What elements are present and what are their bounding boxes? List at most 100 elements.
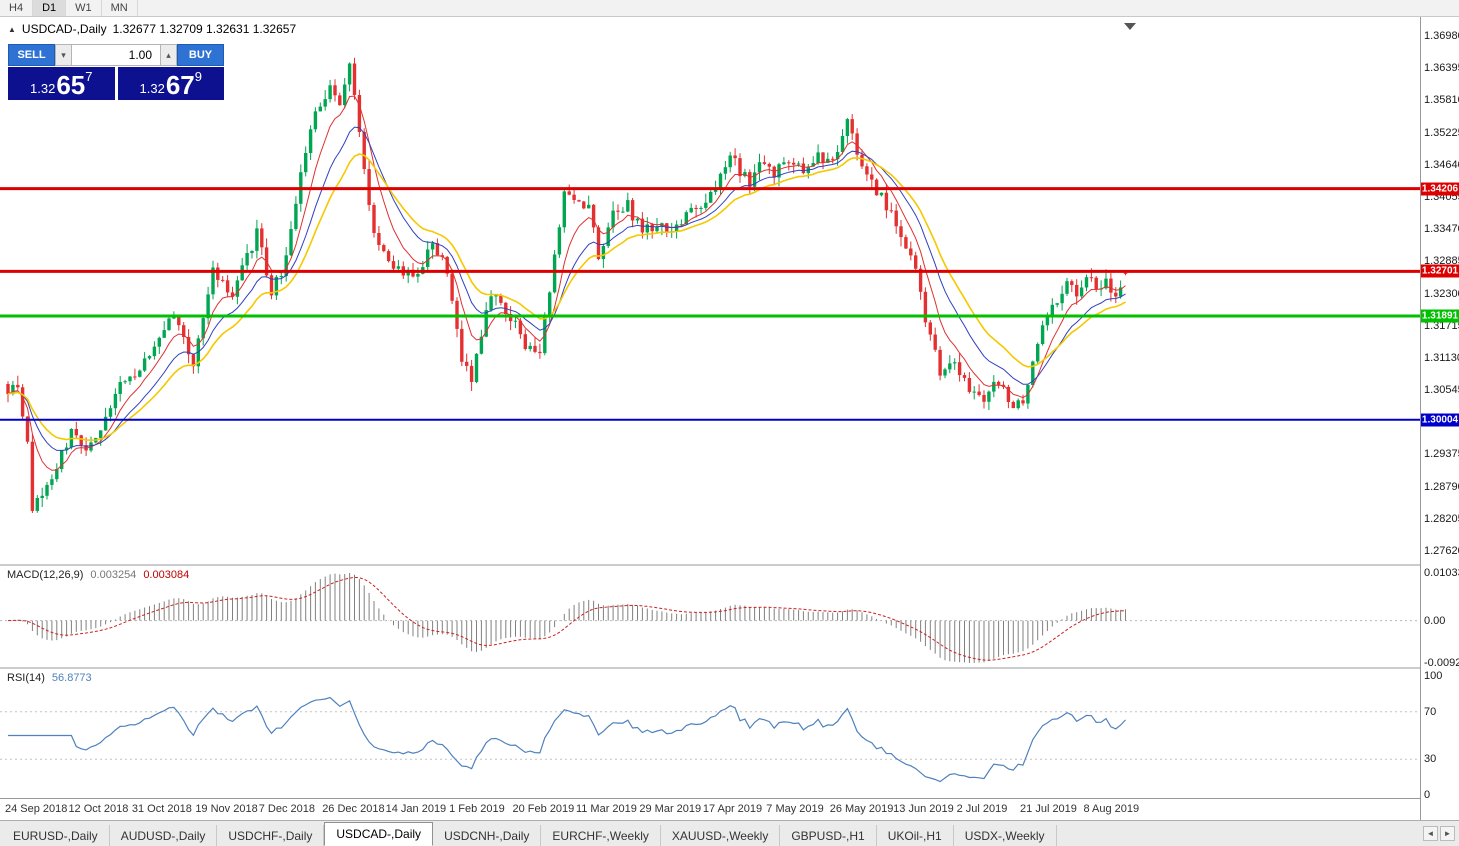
tab-scroll-left-button[interactable]: ◄: [1423, 826, 1438, 841]
rsi-value: 56.8773: [51, 672, 92, 684]
chart-shift-marker[interactable]: [1124, 23, 1136, 30]
macd-scale-label: -0.00920: [1424, 657, 1459, 669]
rsi-name: RSI(14): [7, 672, 45, 684]
price-tick-label: 1.31130: [1424, 351, 1459, 364]
rsi-scale-label: 100: [1424, 670, 1443, 682]
date-tick-label: 7 Dec 2018: [258, 803, 316, 815]
tab-scroll-controls: ◄ ►: [1423, 826, 1455, 841]
price-tick-label: 1.33470: [1424, 223, 1459, 236]
collapse-arrow-icon[interactable]: ▲: [8, 24, 16, 34]
macd-name: MACD(12,26,9): [7, 569, 84, 581]
date-tick-label: 14 Jan 2019: [385, 803, 447, 815]
sell-price-big: 65: [56, 70, 86, 100]
price-tick-label: 1.32300: [1424, 287, 1459, 300]
level-price-tag: 1.31891: [1421, 309, 1459, 323]
macd-main-value: 0.003254: [90, 569, 137, 581]
macd-histogram: [12, 573, 1126, 663]
trade-prices-row: 1.32 65 7 1.32 67 9: [8, 67, 224, 100]
price-chart-canvas[interactable]: [0, 17, 1420, 798]
chart-title: ▲ USDCAD-,Daily 1.32677 1.32709 1.32631 …: [8, 22, 296, 36]
rsi-line: [8, 696, 1126, 783]
timeframe-button-h4[interactable]: H4: [0, 0, 34, 16]
price-tick-label: 1.36395: [1424, 62, 1459, 75]
trade-controls-row: SELL ▾ 1.00 ▴ BUY: [8, 44, 224, 66]
price-tick-label: 1.35225: [1424, 126, 1459, 139]
rsi-scale-label: 0: [1424, 789, 1431, 801]
date-tick-label: 21 Jul 2019: [1020, 803, 1077, 815]
buy-button[interactable]: BUY: [177, 44, 224, 66]
date-tick-label: 19 Nov 2018: [195, 803, 258, 815]
chart-tab-usdchf-daily[interactable]: USDCHF-,Daily: [217, 825, 325, 846]
date-tick-label: 11 Mar 2019: [575, 803, 637, 815]
date-tick-label: 31 Oct 2018: [131, 803, 192, 815]
level-price-tag: 1.34206: [1421, 182, 1459, 196]
price-tick-label: 1.32885: [1424, 255, 1459, 268]
price-tick-label: 1.35810: [1424, 94, 1459, 107]
moving-average-line-0: [7, 95, 1126, 471]
price-tick-label: 1.36980: [1424, 30, 1459, 42]
chart-tab-bar: EURUSD-,Daily AUDUSD-,Daily USDCHF-,Daily U…: [0, 820, 1459, 846]
volume-input[interactable]: 1.00: [72, 44, 160, 66]
date-tick-label: 8 Aug 2019: [1083, 803, 1140, 815]
date-tick-label: 29 Mar 2019: [639, 803, 702, 815]
chart-tab-eurchf-weekly[interactable]: EURCHF-,Weekly: [541, 825, 661, 846]
price-axis[interactable]: 1.369801.363951.358101.352251.346401.340…: [1420, 17, 1459, 820]
price-tick-label: 1.28205: [1424, 512, 1459, 525]
sell-price-button[interactable]: 1.32 65 7: [8, 67, 115, 100]
chart-tab-usdcnh-daily[interactable]: USDCNH-,Daily: [433, 825, 542, 846]
price-tick-label: 1.30545: [1424, 384, 1459, 397]
price-tick-label: 1.28790: [1424, 480, 1459, 493]
date-tick-label: 7 May 2019: [766, 803, 824, 815]
chart-tab-audusd-daily[interactable]: AUDUSD-,Daily: [110, 825, 218, 846]
price-tick-label: 1.34640: [1424, 158, 1459, 171]
rsi-label: RSI(14) 56.8773: [7, 672, 92, 684]
volume-increase-button[interactable]: ▴: [160, 44, 177, 66]
price-tick-label: 1.31715: [1424, 319, 1459, 332]
sell-price-prefix: 1.32: [30, 81, 56, 96]
timeframe-button-w1[interactable]: W1: [66, 0, 102, 16]
macd-scale-label: 0.00: [1424, 614, 1446, 627]
chart-tab-eurusd-daily[interactable]: EURUSD-,Daily: [2, 825, 110, 846]
macd-label: MACD(12,26,9) 0.003254 0.003084: [7, 569, 189, 581]
chart-tab-ukoil-h1[interactable]: UKOil-,H1: [877, 825, 954, 846]
date-tick-label: 13 Jun 2019: [893, 803, 954, 815]
date-tick-label: 17 Apr 2019: [702, 803, 763, 815]
chart-symbol-period: USDCAD-,Daily: [21, 22, 107, 36]
tab-scroll-right-button[interactable]: ►: [1440, 826, 1455, 841]
date-tick-label: 12 Oct 2018: [68, 803, 129, 815]
one-click-trading-panel: SELL ▾ 1.00 ▴ BUY 1.32 65 7 1.32 67 9: [8, 44, 224, 100]
timeframe-toolbar: H4 D1 W1 MN: [0, 0, 1459, 17]
chart-tab-usdcad-daily[interactable]: USDCAD-,Daily: [324, 822, 434, 846]
rsi-scale-label: 30: [1424, 753, 1437, 766]
date-tick-label: 26 May 2019: [829, 803, 894, 815]
level-price-tag: 1.30004: [1421, 413, 1459, 427]
chart-tab-xauusd-weekly[interactable]: XAUUSD-,Weekly: [661, 825, 781, 846]
date-tick-label: 26 Dec 2018: [322, 803, 385, 815]
chart-tab-usdx-weekly[interactable]: USDX-,Weekly: [954, 825, 1057, 846]
timeframe-button-mn[interactable]: MN: [102, 0, 138, 16]
chart-ohlc-quote: 1.32677 1.32709 1.32631 1.32657: [112, 22, 297, 36]
date-tick-label: 1 Feb 2019: [449, 803, 505, 815]
moving-average-line-1: [7, 126, 1126, 451]
buy-price-sup: 9: [194, 69, 202, 84]
timeframe-button-d1[interactable]: D1: [33, 0, 67, 16]
rsi-scale-label: 70: [1424, 705, 1437, 718]
date-tick-label: 20 Feb 2019: [512, 803, 575, 815]
volume-decrease-button[interactable]: ▾: [55, 44, 72, 66]
buy-price-big: 67: [165, 70, 195, 100]
macd-signal-line: [7, 576, 1126, 661]
price-tick-label: 1.29375: [1424, 448, 1459, 461]
macd-scale-label: 0.010331: [1424, 567, 1459, 579]
candles: [6, 57, 1128, 513]
sell-price-sup: 7: [85, 69, 93, 84]
chart-tab-gbpusd-h1[interactable]: GBPUSD-,H1: [780, 825, 877, 846]
date-tick-label: 2 Jul 2019: [956, 803, 1008, 815]
level-price-tag: 1.32701: [1421, 264, 1459, 278]
date-tick-label: 24 Sep 2018: [5, 803, 68, 815]
date-axis[interactable]: 24 Sep 2018 12 Oct 2018 31 Oct 2018 19 Nov …: [0, 798, 1420, 820]
sell-button[interactable]: SELL: [8, 44, 55, 66]
macd-signal-value: 0.003084: [143, 569, 190, 581]
buy-price-button[interactable]: 1.32 67 9: [117, 67, 224, 100]
